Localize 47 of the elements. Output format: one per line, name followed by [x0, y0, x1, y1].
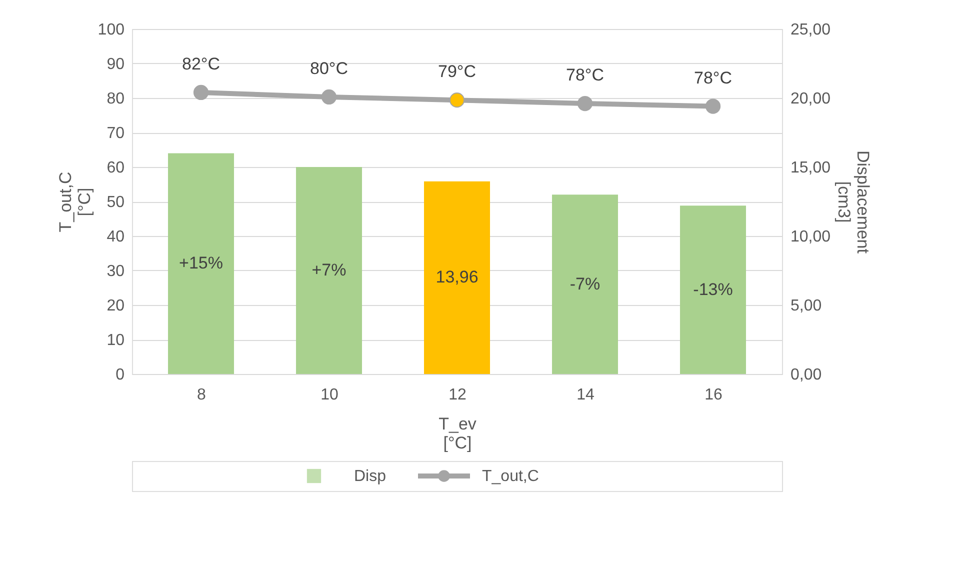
- bar: [680, 206, 746, 374]
- x-tick-label: 12: [448, 386, 466, 404]
- data-label: 13,96: [436, 268, 478, 287]
- y-tick-label: 70: [106, 125, 125, 142]
- data-label: 78°C: [566, 66, 604, 85]
- data-label: 82°C: [182, 54, 220, 74]
- bar: [424, 181, 490, 374]
- y2-tick-label: 0,00: [790, 366, 822, 384]
- y2-axis-title: Displacement [cm3]: [834, 150, 873, 254]
- annotation: -13%: [693, 280, 733, 299]
- y-tick-label: 60: [106, 160, 125, 176]
- bar: [552, 194, 618, 374]
- point: [193, 84, 209, 100]
- legend-label: Disp: [354, 468, 386, 485]
- x-tick-label: 16: [704, 386, 722, 404]
- y-tick-label: 0: [116, 366, 125, 384]
- point: [449, 92, 465, 108]
- x-axis-title: T_ev [°C]: [438, 414, 477, 452]
- y-tick-label: 30: [106, 263, 125, 280]
- y-axis-title: T_out,C [°C]: [56, 172, 94, 232]
- annotation: -7%: [570, 274, 600, 294]
- y-tick-label: 80: [106, 90, 125, 108]
- y-tick-label: 100: [98, 22, 125, 38]
- y-tick-label: 40: [106, 228, 125, 246]
- y-tick-label: 90: [106, 56, 125, 73]
- point: [577, 96, 593, 112]
- y-tick-label: 10: [106, 332, 125, 349]
- x-tick-label: 8: [197, 386, 206, 404]
- x-tick-label: 14: [576, 386, 594, 404]
- annotation: +15%: [179, 254, 223, 273]
- legend-label: T_out,C: [482, 468, 539, 485]
- y2-tick-label: 20,00: [790, 90, 831, 108]
- data-label: 78°C: [694, 68, 732, 88]
- point: [705, 98, 721, 114]
- y-tick-label: 20: [106, 298, 125, 314]
- y2-tick-label: 10,00: [790, 228, 831, 246]
- y2-tick-label: 25,00: [790, 22, 831, 38]
- y2-tick-label: 5,00: [790, 298, 822, 314]
- bar: [296, 167, 362, 374]
- data-label: 80°C: [310, 58, 348, 78]
- annotation: +7%: [312, 260, 346, 280]
- point: [321, 89, 337, 105]
- data-label: 79°C: [438, 62, 476, 82]
- x-tick-label: 10: [320, 386, 338, 404]
- y-tick-label: 50: [106, 194, 125, 211]
- y2-tick-label: 15,00: [790, 160, 831, 176]
- bar: [168, 153, 234, 374]
